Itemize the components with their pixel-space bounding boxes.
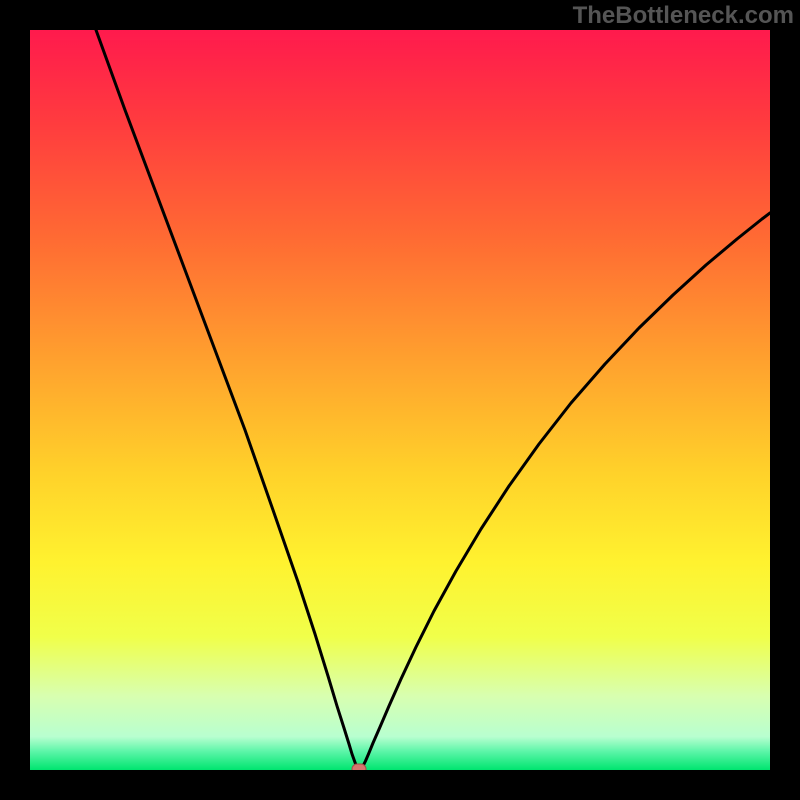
chart-svg xyxy=(0,0,800,800)
watermark-text: TheBottleneck.com xyxy=(573,2,794,30)
plot-gradient-background xyxy=(30,30,770,770)
chart-outer: TheBottleneck.com xyxy=(0,0,800,800)
